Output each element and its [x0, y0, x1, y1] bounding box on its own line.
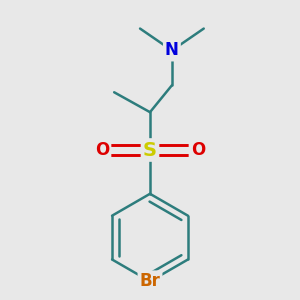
Text: N: N	[165, 41, 179, 59]
Text: O: O	[95, 141, 109, 159]
Text: Br: Br	[140, 272, 160, 290]
Text: O: O	[191, 141, 205, 159]
Text: S: S	[143, 140, 157, 160]
